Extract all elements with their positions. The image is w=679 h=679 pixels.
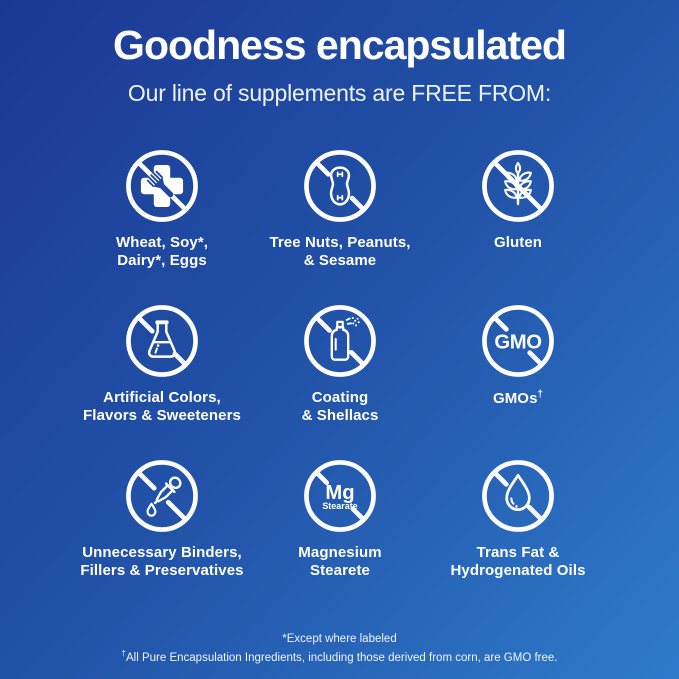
dropper-glyph bbox=[146, 476, 182, 517]
prohibition-ring bbox=[304, 460, 376, 532]
item-gluten: Gluten bbox=[429, 147, 607, 302]
no-dropper-icon bbox=[126, 460, 198, 532]
no-spray-can-icon bbox=[304, 305, 376, 377]
item-label: Magnesium Stearete bbox=[298, 544, 382, 580]
item-allergens: Wheat, Soy*, Dairy*, Eggs bbox=[73, 147, 251, 302]
page-subtitle: Our line of supplements are FREE FROM: bbox=[127, 80, 552, 106]
footnotes: *Except where labeled †All Pure Encapsul… bbox=[0, 631, 679, 668]
item-binders: Unnecessary Binders, Fillers & Preservat… bbox=[73, 457, 251, 612]
item-nuts: Tree Nuts, Peanuts, & Sesame bbox=[251, 147, 429, 302]
no-gmo-icon: GMO bbox=[482, 305, 554, 377]
item-label: Trans Fat & Hydrogenated Oils bbox=[450, 544, 586, 580]
dagger-mark: † bbox=[537, 389, 544, 400]
prohibition-ring bbox=[482, 305, 554, 377]
no-wheat-icon bbox=[482, 150, 554, 222]
no-water-drop-icon bbox=[482, 460, 554, 532]
peanut-glyph bbox=[329, 166, 351, 206]
stearate-icon-text: Stearate bbox=[322, 501, 357, 511]
prohibition-ring bbox=[126, 150, 198, 222]
no-flask-icon bbox=[126, 305, 198, 377]
water-drop-glyph bbox=[505, 473, 531, 511]
footnote-dagger: †All Pure Encapsulation Ingredients, inc… bbox=[121, 649, 558, 665]
free-from-grid: Wheat, Soy*, Dairy*, Eggs Tree Nuts, Pea… bbox=[73, 147, 607, 612]
no-mg-stearate-icon: Mg Stearate bbox=[304, 460, 376, 532]
prohibition-ring bbox=[304, 305, 376, 377]
item-label: GMOs† bbox=[492, 389, 544, 407]
page-title: Goodness encapsulated bbox=[113, 22, 567, 68]
prohibition-ring bbox=[482, 150, 554, 222]
prohibition-ring bbox=[126, 460, 198, 532]
item-mg-stearate: Mg Stearate Magnesium Stearete bbox=[251, 457, 429, 612]
spray-can-glyph bbox=[330, 316, 360, 361]
header: Goodness encapsulated Our line of supple… bbox=[0, 22, 679, 107]
item-label: Wheat, Soy*, Dairy*, Eggs bbox=[115, 234, 209, 270]
item-label: Unnecessary Binders, Fillers & Preservat… bbox=[80, 544, 244, 580]
no-fork-cross-icon bbox=[126, 150, 198, 222]
item-trans-fat: Trans Fat & Hydrogenated Oils bbox=[429, 457, 607, 612]
item-coating: Coating & Shellacs bbox=[251, 302, 429, 457]
prohibition-ring bbox=[304, 150, 376, 222]
item-label: Artificial Colors, Flavors & Sweeteners bbox=[83, 389, 241, 425]
item-label: Tree Nuts, Peanuts, & Sesame bbox=[269, 234, 411, 270]
footnote-asterisk: *Except where labeled bbox=[282, 632, 397, 645]
prohibition-ring bbox=[126, 305, 198, 377]
fork-cross-glyph bbox=[140, 164, 184, 208]
item-gmo: GMO GMOs† bbox=[429, 302, 607, 457]
no-peanut-icon bbox=[304, 150, 376, 222]
gmo-icon-text: GMO bbox=[494, 331, 541, 353]
dagger-mark: † bbox=[121, 649, 126, 659]
item-artificial: Artificial Colors, Flavors & Sweeteners bbox=[73, 302, 251, 457]
mg-icon-text: Mg bbox=[325, 482, 354, 504]
item-label: Gluten bbox=[493, 234, 543, 251]
prohibition-ring bbox=[482, 460, 554, 532]
flask-glyph bbox=[147, 320, 177, 358]
item-label: Coating & Shellacs bbox=[301, 389, 379, 425]
